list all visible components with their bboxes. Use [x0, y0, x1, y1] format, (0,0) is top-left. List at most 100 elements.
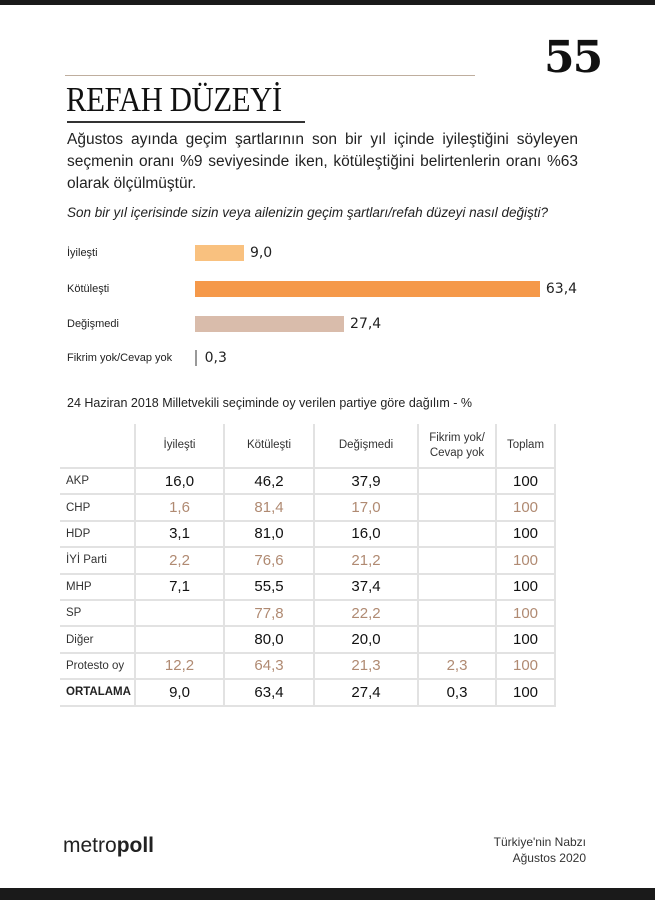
bar-row: Fikrim yok/Cevap yok 0,3	[67, 350, 627, 366]
table-cell: 100	[496, 626, 556, 654]
table-cell: 100	[496, 494, 556, 522]
table-cell: 37,4	[314, 573, 419, 601]
table-cell	[418, 626, 497, 654]
row-label: SP	[60, 599, 136, 628]
table-row: İYİ Parti 2,2 76,6 21,2 100	[60, 547, 556, 575]
bar-label: Kötüleşti	[67, 283, 110, 295]
intro-paragraph: Ağustos ayında geçim şartlarının son bir…	[67, 131, 578, 192]
table-cell	[135, 626, 225, 654]
table-cell	[418, 468, 497, 496]
column-header: İyileşti	[135, 424, 225, 469]
bar-value-label: 63,4	[545, 281, 578, 297]
table-cell: 100	[496, 547, 556, 575]
header-rule	[65, 75, 475, 76]
bar	[195, 350, 197, 366]
bar-label: Fikrim yok/Cevap yok	[67, 352, 173, 364]
logo-text-1: metro	[63, 834, 117, 857]
logo-text-2: poll	[116, 834, 155, 857]
table-cell	[418, 599, 497, 628]
bar-label: İyileşti	[67, 247, 98, 259]
table-cell: 100	[496, 573, 556, 601]
table-row: Protesto oy 12,2 64,3 21,3 2,3 100	[60, 652, 556, 681]
table-cell	[418, 547, 497, 575]
table-cell: 76,6	[224, 547, 315, 575]
table-row: MHP 7,1 55,5 37,4 100	[60, 573, 556, 601]
row-label: Diğer	[60, 626, 136, 654]
table-cell: 16,0	[314, 520, 419, 549]
column-header: Fikrim yok/ Cevap yok	[418, 424, 497, 469]
bar-value-label: 27,4	[350, 316, 382, 332]
table-row: HDP 3,1 81,0 16,0 100	[60, 520, 556, 549]
table-cell: 77,8	[224, 599, 315, 628]
table-cell: 21,2	[314, 547, 419, 575]
table-cell: 1,6	[135, 494, 225, 522]
crosstab-table: İyileşti Kötüleşti Değişmedi Fikrim yok/ Ce…	[60, 424, 556, 707]
table-cell: 17,0	[314, 494, 419, 522]
table-row: ORTALAMA 9,0 63,4 27,4 0,3 100	[60, 679, 556, 707]
column-header: Toplam	[496, 424, 556, 469]
table-cell	[418, 573, 497, 601]
bottom-bar	[0, 888, 655, 900]
source-line-2: Ağustos 2020	[512, 851, 586, 865]
title-underline	[67, 121, 305, 123]
bar-row: Değişmedi 27,4	[67, 316, 627, 332]
table-cell: 0,3	[418, 679, 497, 707]
table-cell: 9,0	[135, 679, 225, 707]
column-header: Değişmedi	[314, 424, 419, 469]
row-label: Protesto oy	[60, 652, 136, 681]
bar-value-label: 9,0	[249, 245, 273, 261]
table-cell: 37,9	[314, 468, 419, 496]
table-cell: 27,4	[314, 679, 419, 707]
table-cell: 7,1	[135, 573, 225, 601]
table-cell: 22,2	[314, 599, 419, 628]
table-cell: 2,2	[135, 547, 225, 575]
metropoll-logo: metropoll	[63, 834, 154, 858]
bar	[195, 281, 540, 297]
table-row: Diğer 80,0 20,0 100	[60, 626, 556, 654]
table-cell: 21,3	[314, 652, 419, 681]
table-cell	[418, 520, 497, 549]
table-cell: 20,0	[314, 626, 419, 654]
row-label: ORTALAMA	[60, 679, 136, 707]
row-label: HDP	[60, 520, 136, 549]
table-cell: 3,1	[135, 520, 225, 549]
row-label: AKP	[60, 468, 136, 496]
column-header	[60, 424, 136, 469]
table-cell: 64,3	[224, 652, 315, 681]
top-bar	[0, 0, 655, 5]
table-cell: 100	[496, 520, 556, 549]
column-header: Kötüleşti	[224, 424, 315, 469]
bar-value-label: 0,3	[204, 350, 227, 366]
table-cell: 100	[496, 652, 556, 681]
table-cell: 80,0	[224, 626, 315, 654]
bar-row: Kötüleşti 63,4	[67, 281, 627, 297]
table-cell	[418, 494, 497, 522]
table-cell: 2,3	[418, 652, 497, 681]
row-label: İYİ Parti	[60, 547, 136, 575]
table-cell: 81,4	[224, 494, 315, 522]
bar-label: Değişmedi	[67, 318, 119, 330]
table-cell: 63,4	[224, 679, 315, 707]
table-cell	[135, 599, 225, 628]
table-row: AKP 16,0 46,2 37,9 100	[60, 468, 556, 496]
table-cell: 100	[496, 468, 556, 496]
page-title: REFAH DÜZEYİ	[66, 80, 282, 119]
bar	[195, 316, 345, 332]
bar	[195, 245, 244, 261]
bar-row: İyileşti 9,0	[67, 245, 627, 261]
survey-question: Son bir yıl içerisinde sizin veya aileni…	[67, 205, 548, 220]
row-label: MHP	[60, 573, 136, 601]
table-row: CHP 1,6 81,4 17,0 100	[60, 494, 556, 522]
page-number: 55	[544, 32, 603, 83]
table-cell: 55,5	[224, 573, 315, 601]
row-label: CHP	[60, 494, 136, 522]
source-note: Türkiye'nin Nabzı Ağustos 2020	[470, 834, 586, 866]
table-caption: 24 Haziran 2018 Milletvekili seçiminde o…	[67, 396, 473, 410]
table-cell: 100	[496, 599, 556, 628]
table-cell: 12,2	[135, 652, 225, 681]
table-cell: 46,2	[224, 468, 315, 496]
table-row: SP 77,8 22,2 100	[60, 599, 556, 628]
table-cell: 81,0	[224, 520, 315, 549]
table-cell: 100	[496, 679, 556, 707]
table-cell: 16,0	[135, 468, 225, 496]
